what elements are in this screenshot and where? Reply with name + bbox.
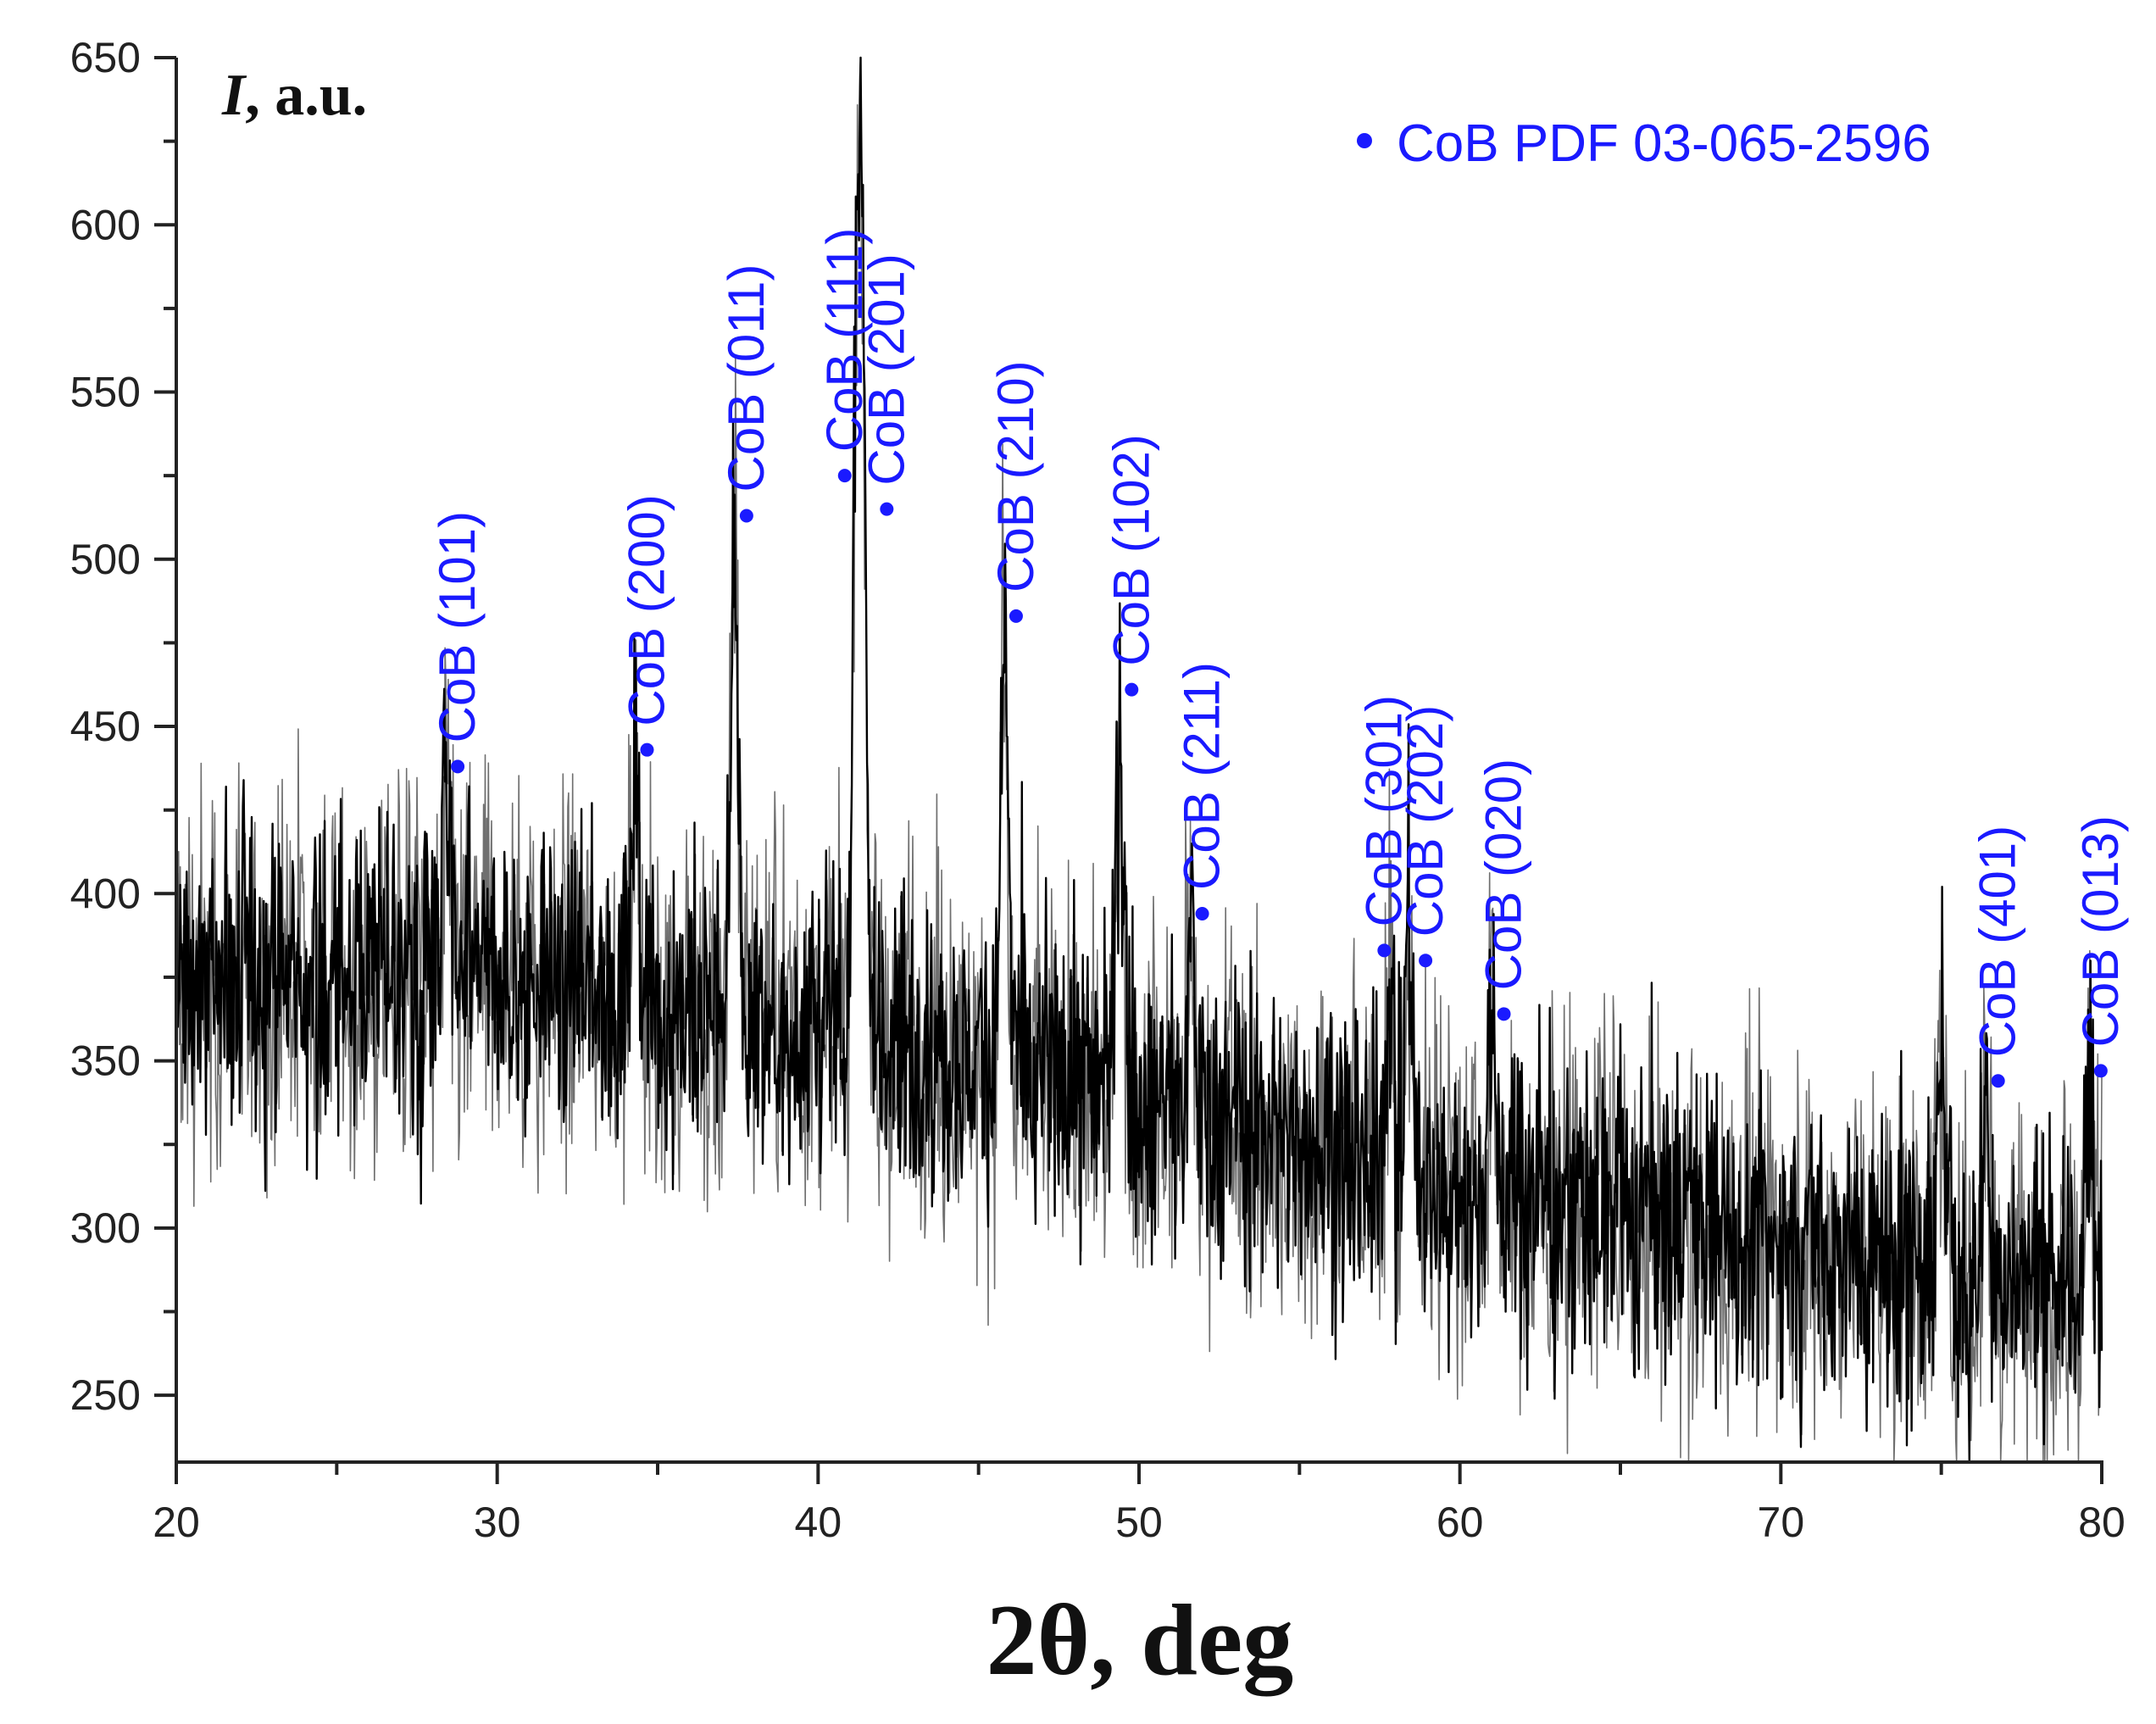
peak-marker	[739, 509, 753, 523]
peak-label: CoB (401)	[1970, 826, 2026, 1057]
tick-labels: 20 30 40 50 60 70 80 250 300 350 400 450 500 550 600 65…	[70, 34, 2125, 1546]
peak-marker	[837, 469, 852, 483]
peak-marker	[880, 502, 894, 516]
y-tick-label: 500	[70, 536, 141, 583]
y-axis-label-symbol: I	[221, 63, 247, 128]
x-tick-label: 30	[474, 1499, 521, 1546]
peak-marker	[1991, 1074, 2005, 1088]
x-tick-label: 40	[795, 1499, 842, 1546]
legend-marker	[1357, 133, 1372, 148]
peak-annotations: CoB (101) CoB (200)CoB (011) CoB (111)CoB …	[429, 228, 2129, 1088]
peak-label: CoB (202)	[1397, 705, 1453, 937]
axes	[175, 58, 2103, 1464]
legend-label: CoB PDF 03-065-2596	[1397, 114, 1931, 173]
x-tick-label: 50	[1115, 1499, 1163, 1546]
xrd-trace-line	[175, 56, 2103, 1464]
peak-marker	[640, 742, 654, 757]
peak-marker	[1419, 954, 1433, 968]
peak-marker	[2093, 1064, 2108, 1078]
peak-label: CoB (101)	[429, 511, 486, 742]
x-tick-label: 20	[153, 1499, 200, 1546]
peak-label: CoB (020)	[1475, 759, 1532, 990]
y-tick-label: 350	[70, 1037, 141, 1085]
peak-marker	[1377, 943, 1392, 958]
y-tick-label: 550	[70, 369, 141, 416]
tick-marks	[154, 56, 2103, 1484]
y-tick-label: 650	[70, 34, 141, 81]
peak-label: CoB (200)	[618, 494, 675, 726]
y-tick-label: 400	[70, 870, 141, 917]
y-tick-label: 300	[70, 1204, 141, 1252]
legend: CoB PDF 03-065-2596	[1357, 114, 1931, 173]
peak-label: CoB (102)	[1103, 434, 1159, 665]
x-tick-label: 60	[1436, 1499, 1484, 1546]
peak-label: CoB (011)	[718, 264, 775, 492]
peak-marker	[1497, 1007, 1511, 1021]
peak-label: CoB (013)	[2072, 815, 2129, 1047]
x-tick-label: 80	[2078, 1499, 2125, 1546]
y-tick-label: 250	[70, 1371, 141, 1419]
peak-label: CoB (210)	[987, 360, 1044, 592]
peak-label: CoB (201)	[858, 253, 914, 485]
y-axis-label: I, a.u.	[221, 63, 367, 128]
peak-label: CoB (211)	[1174, 662, 1231, 890]
x-tick-label: 70	[1758, 1499, 1805, 1546]
peak-marker	[451, 759, 465, 774]
y-tick-label: 450	[70, 703, 141, 750]
y-tick-label: 600	[70, 201, 141, 248]
x-axis-label: 2θ, deg	[986, 1583, 1294, 1697]
peak-marker	[1195, 906, 1209, 920]
xrd-trace	[175, 56, 2103, 1464]
y-axis-label-unit: , a.u.	[245, 63, 367, 128]
peak-marker	[1125, 682, 1139, 697]
peak-label: CoB (111)	[816, 228, 873, 453]
peak-label: CoB (301)	[1355, 695, 1412, 926]
peak-marker	[1009, 609, 1023, 623]
